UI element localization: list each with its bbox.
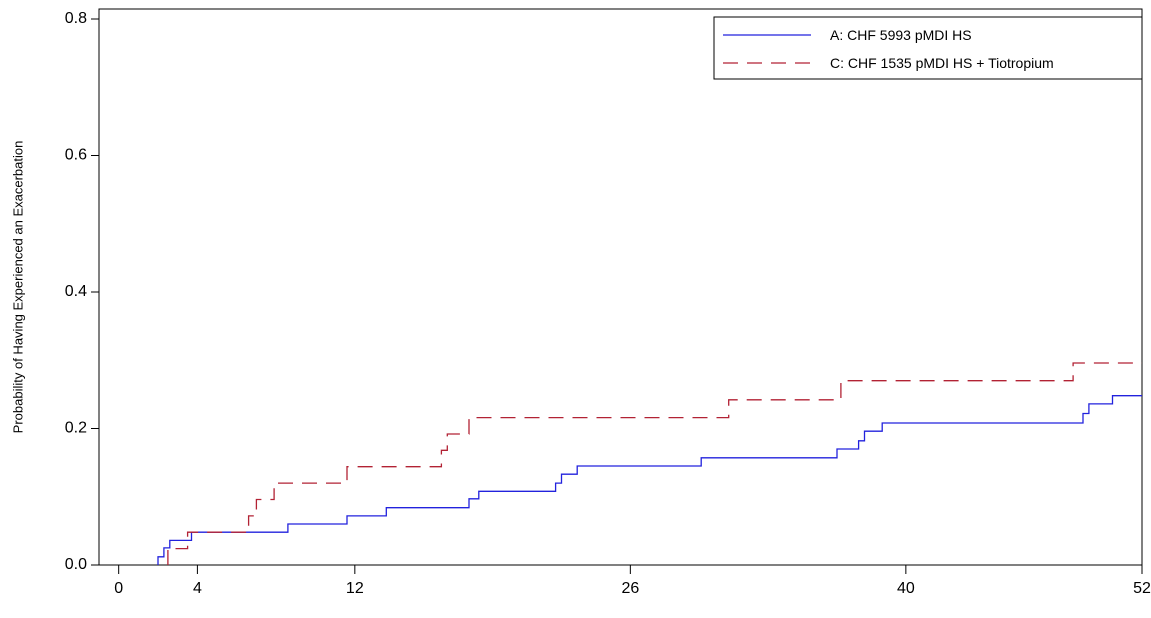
y-tick-label: 0.2 [65, 420, 87, 437]
x-axis: 0 4 12 26 40 52 [114, 565, 1151, 597]
y-axis-label: Probability of Having Experienced an Exa… [10, 141, 25, 434]
legend-box [713, 16, 1143, 80]
series-c-line [167, 362, 1142, 565]
x-tick-label: 0 [114, 580, 123, 597]
y-axis: 0.0 0.2 0.4 0.6 0.8 [65, 10, 99, 573]
y-tick-label: 0.6 [65, 147, 87, 164]
x-tick-label: 26 [621, 580, 639, 597]
plot-frame [98, 8, 1143, 566]
y-tick-label: 0.0 [65, 556, 87, 573]
y-tick-label: 0.4 [65, 283, 87, 300]
series-layer [157, 362, 1142, 565]
y-tick-label: 0.8 [65, 10, 87, 27]
legend-label-c: C: CHF 1535 pMDI HS + Tiotropium [830, 55, 1054, 71]
series-a-line [157, 395, 1142, 565]
x-tick-label: 4 [193, 580, 202, 597]
legend: A: CHF 5993 pMDI HS C: CHF 1535 pMDI HS … [713, 16, 1143, 80]
x-tick-label: 52 [1133, 580, 1151, 597]
x-tick-label: 12 [346, 580, 364, 597]
legend-label-a: A: CHF 5993 pMDI HS [830, 27, 972, 43]
x-tick-label: 40 [897, 580, 915, 597]
